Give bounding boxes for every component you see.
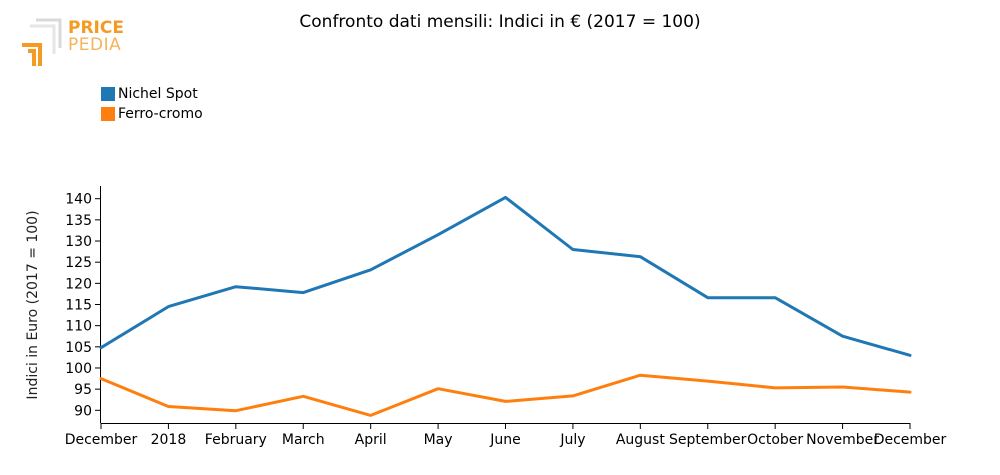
x-tick-label: December — [874, 432, 947, 448]
chart-title: Confronto dati mensili: Indici in € (201… — [299, 12, 701, 32]
y-tick-label: 115 — [65, 298, 92, 314]
x-tick-label: July — [559, 432, 585, 448]
legend-item-ferro[interactable]: Ferro-cromo — [101, 104, 203, 124]
legend-label-nichel: Nichel Spot — [118, 86, 198, 102]
logo-mark-icon — [22, 18, 62, 66]
legend-swatch-nichel — [101, 87, 115, 101]
series-line-nichel-spot[interactable] — [99, 195, 912, 357]
x-tick-label: April — [355, 432, 387, 448]
y-tick-label: 130 — [65, 234, 92, 250]
x-tick-label: 2018 — [151, 432, 187, 448]
legend-item-nichel[interactable]: Nichel Spot — [101, 84, 203, 104]
y-axis: 90 95 100 105 110 115 120 125 130 135 140 — [65, 186, 101, 423]
x-tick-label: November — [806, 432, 879, 448]
y-tick-label: 105 — [65, 340, 92, 356]
x-tick-label: September — [669, 432, 747, 448]
logo-text: PRICE PEDIA — [68, 20, 124, 54]
y-tick-label: 90 — [74, 403, 92, 419]
y-axis-title: Indici in Euro (2017 = 100) — [25, 210, 41, 399]
x-tick-label: March — [282, 432, 325, 448]
series-line-ferro-cromo[interactable] — [99, 373, 912, 417]
x-tick-label: August — [616, 432, 666, 448]
x-tick-label: May — [424, 432, 453, 448]
logo-pedia-text: PEDIA — [68, 35, 122, 55]
y-tick-label: 110 — [65, 319, 92, 335]
y-tick-label: 95 — [74, 382, 92, 398]
x-axis: December 2018 February March April May June Jul… — [65, 423, 947, 448]
y-tick-label: 135 — [65, 213, 92, 229]
x-tick-label: June — [489, 432, 521, 448]
legend-label-ferro: Ferro-cromo — [118, 106, 203, 122]
x-tick-label: December — [65, 432, 138, 448]
legend: Nichel Spot Ferro-cromo — [101, 84, 203, 124]
pricepedia-logo — [20, 18, 130, 68]
x-tick-label: February — [205, 432, 267, 448]
x-tick-label: October — [747, 432, 803, 448]
y-tick-label: 100 — [65, 361, 92, 377]
logo-price-text: PRICE — [68, 18, 124, 38]
series-layer — [99, 195, 912, 417]
y-tick-label: 140 — [65, 192, 92, 208]
y-tick-label: 120 — [65, 276, 92, 292]
y-tick-label: 125 — [65, 255, 92, 271]
legend-swatch-ferro — [101, 107, 115, 121]
